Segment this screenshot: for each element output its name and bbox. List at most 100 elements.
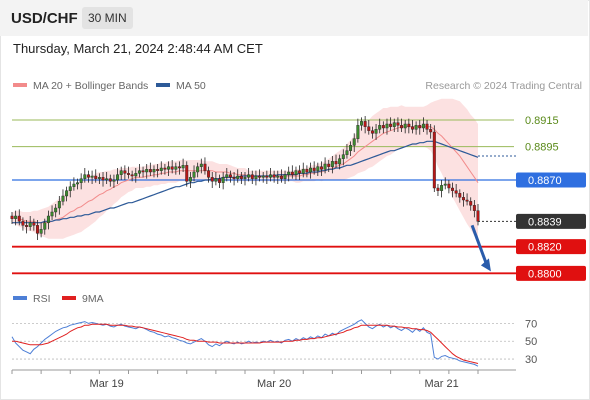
candle-body-125 <box>465 199 469 202</box>
legend-bollinger: MA 20 + Bollinger Bands <box>13 80 148 92</box>
candle-body-74 <box>279 175 283 179</box>
candle-body-101 <box>378 125 382 130</box>
candle-body-8 <box>39 229 43 234</box>
candle-body-36 <box>141 170 145 173</box>
candle-body-19 <box>79 178 83 183</box>
candle-body-51 <box>196 166 200 173</box>
candle-body-92 <box>345 150 349 155</box>
candle-body-107 <box>400 125 404 129</box>
candle-body-93 <box>349 145 353 151</box>
candle-body-84 <box>316 166 320 171</box>
candle-body-110 <box>410 126 414 130</box>
legend-rsi: RSI <box>13 293 51 305</box>
level-box-5 <box>516 265 586 281</box>
rsi-ma9-line <box>12 323 479 364</box>
candle-body-88 <box>330 161 334 167</box>
candle-body-42 <box>163 167 167 170</box>
candle-body-12 <box>54 207 58 213</box>
candle-body-57 <box>218 178 221 183</box>
candle-body-72 <box>272 174 276 178</box>
candle-body-29 <box>116 174 120 181</box>
candle-body-18 <box>76 182 80 185</box>
candle-body-9 <box>43 222 47 230</box>
candle-body-94 <box>352 138 356 146</box>
candle-body-22 <box>90 175 94 178</box>
candle-body-47 <box>181 165 185 169</box>
candle-body-120 <box>447 183 451 189</box>
candle-body-111 <box>414 125 418 130</box>
candle-body-77 <box>290 171 294 175</box>
candle-body-37 <box>145 169 149 173</box>
candle-body-20 <box>83 174 87 179</box>
level-box-4 <box>516 239 586 255</box>
candle-body-4 <box>25 225 29 227</box>
legend-rsi-label: RSI <box>33 293 51 305</box>
candle-body-87 <box>327 163 331 167</box>
legend-ma9: 9MA <box>62 293 104 305</box>
candle-body-71 <box>269 174 272 178</box>
level-label-1: 0.8895 <box>525 142 559 154</box>
candle-body-79 <box>298 170 302 174</box>
legend-bollinger-swatch <box>13 83 27 88</box>
legend-ma50-swatch <box>156 83 170 88</box>
candle-body-116 <box>432 131 436 189</box>
candle-body-54 <box>207 170 211 178</box>
candle-body-59 <box>225 174 229 178</box>
candle-body-68 <box>258 175 262 178</box>
candle-body-95 <box>356 125 360 139</box>
candle-body-64 <box>243 177 247 179</box>
candle-body-28 <box>112 179 116 182</box>
candle-body-73 <box>276 175 280 178</box>
candle-body-24 <box>97 177 101 179</box>
candle-body-61 <box>232 177 236 179</box>
timeframe-badge[interactable]: 30 MIN <box>82 7 133 29</box>
candle-body-109 <box>407 123 411 127</box>
projection-arrow-shaft <box>470 224 489 266</box>
legend-bollinger-label: MA 20 + Bollinger Bands <box>33 80 149 92</box>
candle-body-70 <box>265 175 269 178</box>
candle-body-45 <box>174 166 178 170</box>
candle-body-114 <box>425 123 429 130</box>
candle-body-78 <box>294 170 298 175</box>
candle-body-99 <box>370 130 374 134</box>
candle-body-50 <box>192 171 196 178</box>
candle-body-66 <box>250 174 254 179</box>
candle-body-26 <box>105 178 109 181</box>
candle-body-122 <box>454 190 458 194</box>
candle-body-113 <box>421 123 425 129</box>
candle-body-108 <box>403 123 407 129</box>
candle-body-30 <box>119 170 123 175</box>
candle-body-3 <box>21 221 25 226</box>
candle-body-127 <box>472 205 476 211</box>
candle-body-98 <box>367 126 371 131</box>
candle-body-31 <box>123 170 127 174</box>
candle-body-34 <box>134 173 138 177</box>
candle-body-27 <box>108 178 112 182</box>
level-label-3: 0.8839 <box>528 216 562 228</box>
candle-body-105 <box>392 122 396 127</box>
candle-body-112 <box>418 125 422 129</box>
candle-body-86 <box>323 163 327 170</box>
candle-body-23 <box>94 175 98 179</box>
candle-body-96 <box>360 121 363 126</box>
candle-body-11 <box>50 211 54 217</box>
candle-body-83 <box>312 167 316 171</box>
candle-body-15 <box>65 190 69 197</box>
bollinger-band-area <box>12 98 478 242</box>
candle-body-85 <box>319 166 323 170</box>
level-label-2: 0.8870 <box>528 175 562 187</box>
candle-body-124 <box>461 197 465 201</box>
candle-body-60 <box>228 174 232 178</box>
candle-body-5 <box>28 222 32 227</box>
candle-body-21 <box>86 174 90 178</box>
candle-body-115 <box>429 129 433 133</box>
candle-body-90 <box>338 158 342 165</box>
x-axis-label-2: Mar 21 <box>424 378 458 390</box>
level-label-4: 0.8820 <box>528 242 562 254</box>
chart-datetime: Thursday, March 21, 2024 2:48:44 AM CET <box>13 41 263 56</box>
candle-body-97 <box>363 121 367 127</box>
candle-body-81 <box>305 169 309 173</box>
legend-ma50: MA 50 <box>156 80 206 92</box>
candle-body-118 <box>440 185 444 191</box>
candle-body-10 <box>46 215 50 223</box>
